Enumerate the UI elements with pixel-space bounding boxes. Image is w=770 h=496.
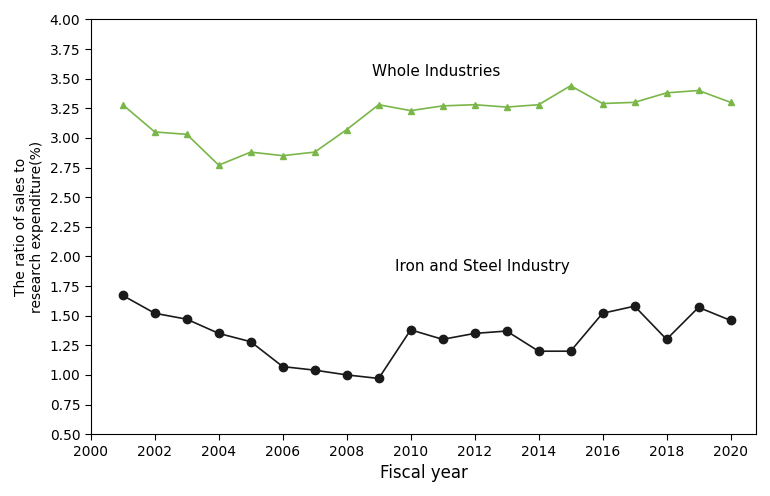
Y-axis label: The ratio of sales to
research expenditure(%): The ratio of sales to research expenditu… [14,141,44,313]
Text: Iron and Steel Industry: Iron and Steel Industry [395,258,570,274]
Text: Whole Industries: Whole Industries [372,64,500,79]
X-axis label: Fiscal year: Fiscal year [380,464,467,482]
